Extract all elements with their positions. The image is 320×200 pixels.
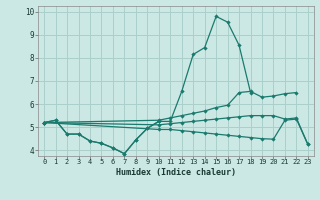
X-axis label: Humidex (Indice chaleur): Humidex (Indice chaleur)	[116, 168, 236, 177]
